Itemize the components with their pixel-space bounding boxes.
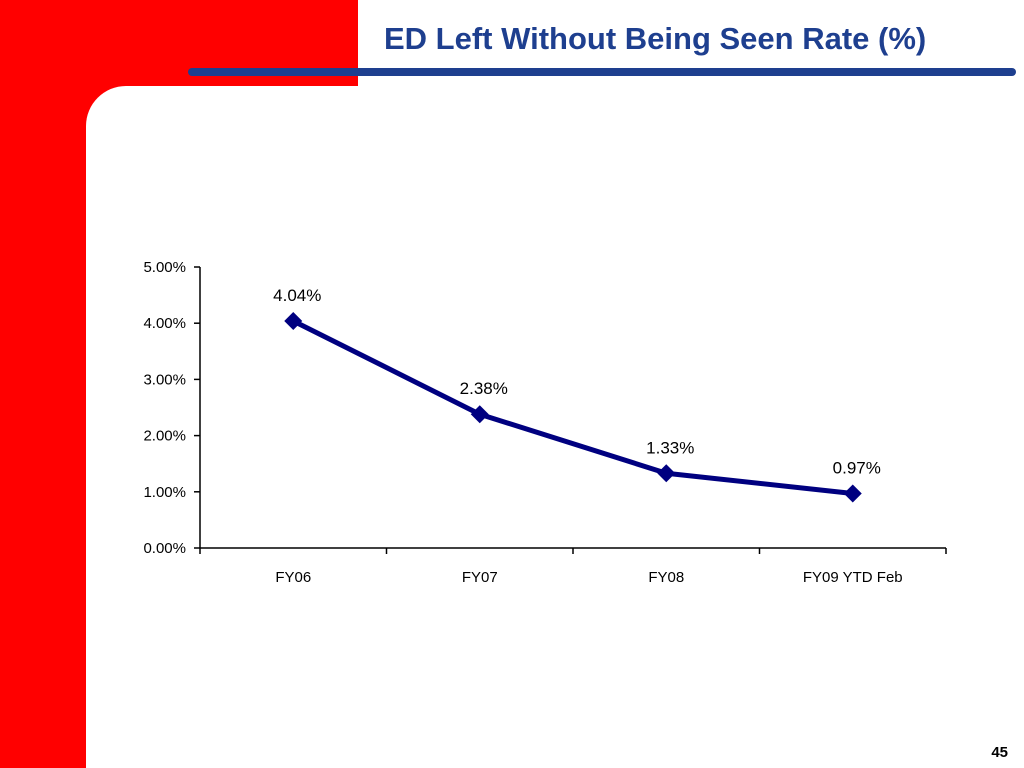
y-axis: 0.00% 1.00% 2.00% 3.00% 4.00% 5.00% bbox=[143, 259, 201, 557]
series-line bbox=[292, 318, 854, 496]
sidebar-red-band bbox=[0, 0, 86, 768]
data-labels: 4.04% 2.38% 1.33% 0.97% bbox=[273, 286, 881, 478]
x-tick-label: FY09 YTD Feb bbox=[803, 569, 903, 586]
page-number: 45 bbox=[991, 744, 1008, 761]
data-label: 2.38% bbox=[460, 379, 508, 398]
y-tick-label: 0.00% bbox=[143, 540, 186, 557]
slide-title: ED Left Without Being Seen Rate (%) bbox=[384, 21, 927, 56]
y-tick-label: 5.00% bbox=[143, 259, 186, 276]
x-tick-label: FY06 bbox=[275, 569, 311, 586]
data-label: 1.33% bbox=[646, 438, 694, 457]
y-tick-label: 3.00% bbox=[143, 371, 186, 388]
data-point-marker bbox=[284, 311, 303, 330]
data-point-marker bbox=[657, 464, 676, 483]
data-label: 0.97% bbox=[833, 458, 881, 477]
x-tick-label: FY07 bbox=[462, 569, 498, 586]
y-tick-label: 2.00% bbox=[143, 428, 186, 445]
title-underline-rule bbox=[188, 68, 1016, 76]
data-label: 4.04% bbox=[273, 286, 321, 305]
y-tick-label: 4.00% bbox=[143, 315, 186, 332]
x-axis: FY06 FY07 FY08 FY09 YTD Feb bbox=[199, 547, 947, 586]
data-point-marker bbox=[470, 405, 489, 424]
data-point-marker bbox=[843, 484, 862, 503]
x-tick-label: FY08 bbox=[648, 569, 684, 586]
series-line-group bbox=[284, 311, 862, 503]
y-tick-label: 1.00% bbox=[143, 484, 186, 501]
